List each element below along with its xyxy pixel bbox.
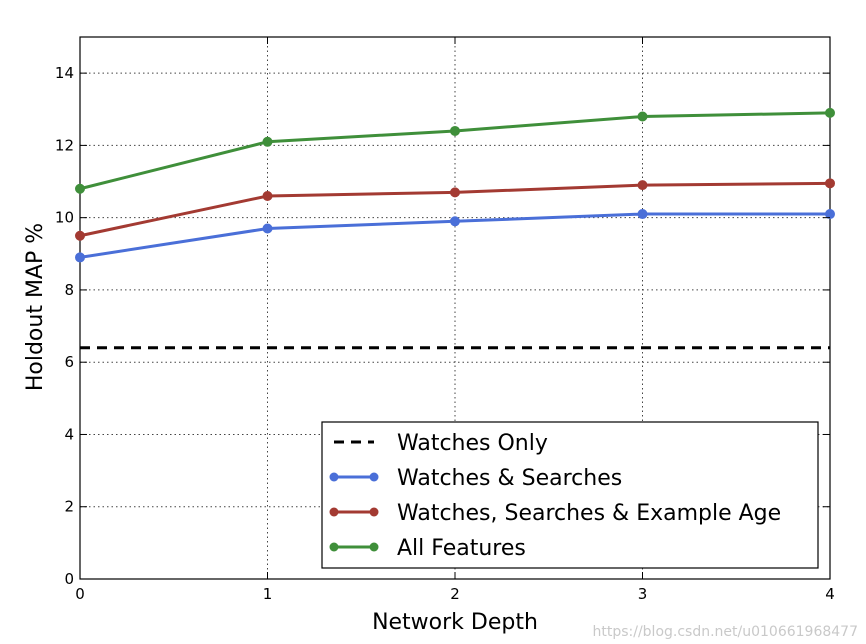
data-point	[450, 125, 460, 136]
y-tick-label: 4	[64, 425, 74, 443]
legend-item-watches-only: Watches Only	[334, 431, 548, 456]
legend-marker	[369, 507, 379, 517]
legend-item-watches-searches: Watches & Searches	[329, 466, 622, 491]
legend-marker	[369, 472, 379, 482]
legend-marker	[369, 542, 379, 552]
data-point	[825, 209, 835, 220]
data-point	[262, 223, 273, 234]
legend-label: Watches & Searches	[397, 466, 622, 491]
data-point	[75, 230, 85, 241]
x-tick-label: 1	[263, 585, 273, 603]
legend-marker	[329, 472, 339, 482]
y-tick-label: 8	[64, 281, 74, 299]
legend-label: Watches, Searches & Example Age	[397, 501, 781, 526]
x-tick-label: 3	[638, 585, 648, 603]
y-axis-label: Holdout MAP %	[23, 223, 48, 391]
x-tick-label: 0	[75, 585, 85, 603]
y-tick-label: 14	[55, 64, 74, 82]
series-watches-searches-example-age	[75, 178, 835, 241]
y-tick-label: 0	[64, 570, 74, 588]
data-point	[637, 111, 648, 122]
series-watches-searches	[75, 209, 835, 263]
data-point	[75, 183, 85, 194]
y-tick-label: 6	[64, 353, 74, 371]
data-point	[450, 216, 460, 227]
y-tick-label: 12	[55, 136, 74, 154]
legend: Watches Only Watches & Searches Watches, S…	[321, 421, 819, 569]
watermark: https://blog.csdn.net/u010661968477	[592, 624, 858, 640]
x-tick-label: 4	[825, 585, 835, 603]
data-point	[825, 107, 835, 118]
data-point	[637, 209, 648, 220]
series-all-features	[75, 107, 835, 194]
legend-label: Watches Only	[397, 431, 548, 456]
data-point	[450, 187, 460, 198]
y-axis-ticks: 0 2 4 6 8 10 12 14	[55, 64, 830, 588]
y-tick-label: 10	[55, 209, 74, 227]
legend-marker	[329, 507, 339, 517]
legend-marker	[329, 542, 339, 552]
legend-box	[321, 421, 819, 569]
data-point	[75, 252, 85, 263]
series-layer	[75, 107, 835, 350]
x-tick-label: 2	[450, 585, 460, 603]
legend-item-watches-searches-example-age: Watches, Searches & Example Age	[329, 501, 781, 526]
data-point	[262, 136, 273, 147]
legend-label: All Features	[397, 536, 526, 561]
data-point	[637, 180, 648, 191]
data-point	[825, 178, 835, 189]
data-point	[262, 190, 273, 201]
legend-item-all-features: All Features	[329, 536, 526, 561]
x-axis-label: Network Depth	[372, 610, 538, 635]
y-tick-label: 2	[64, 498, 74, 516]
x-axis-ticks: 0 1 2 3 4	[75, 37, 835, 603]
